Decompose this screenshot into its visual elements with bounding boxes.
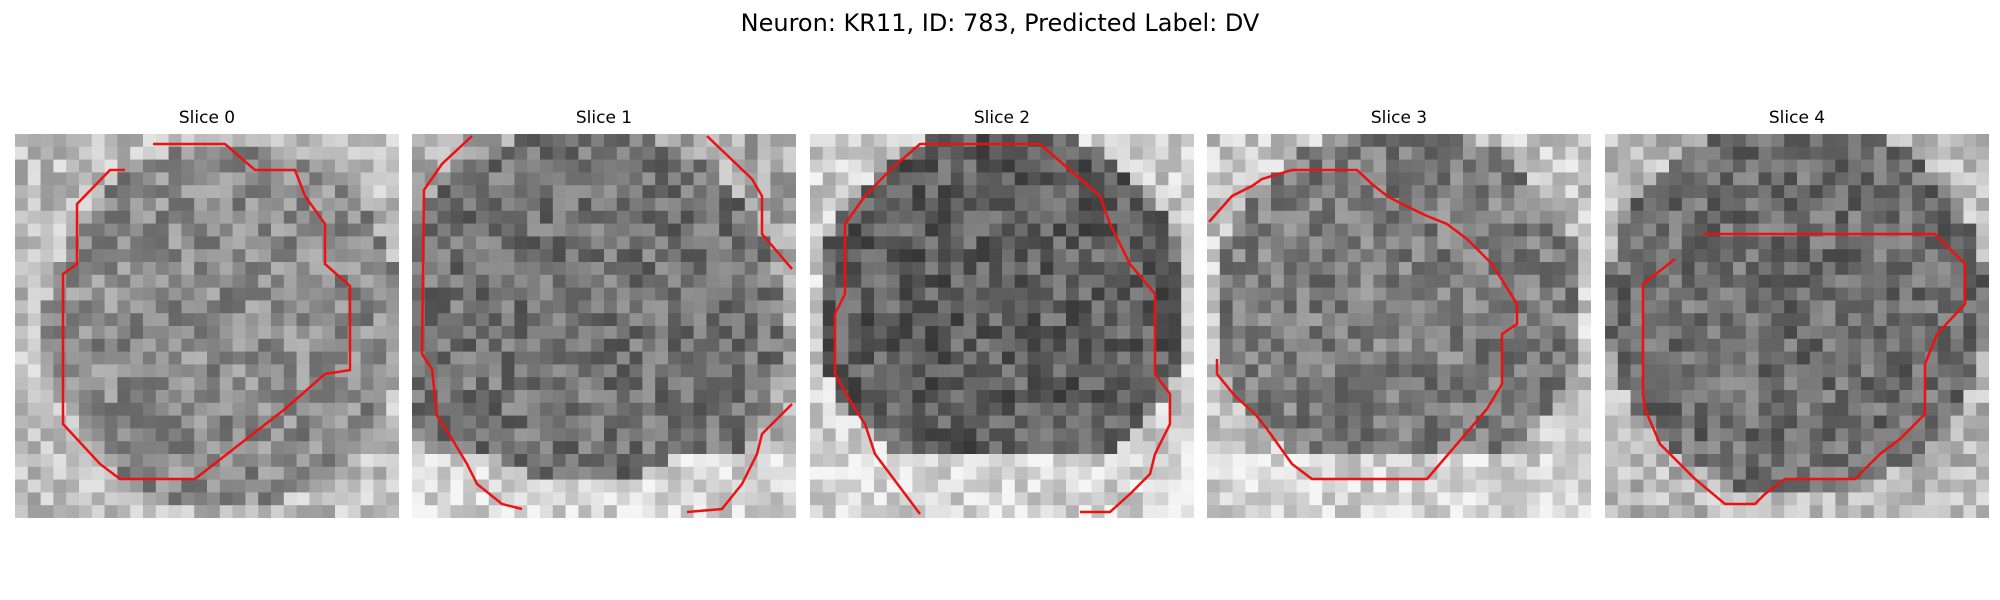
microscopy-image (1207, 134, 1591, 518)
figure-title: Neuron: KR11, ID: 783, Predicted Label: … (740, 9, 1260, 37)
pixel-grid (15, 134, 399, 518)
pixel-grid (412, 134, 796, 518)
microscopy-image (15, 134, 399, 518)
cell-contour (706, 135, 793, 270)
pixel-grid (1605, 134, 1989, 518)
cell-contour (833, 142, 1172, 515)
cell-contour (686, 403, 793, 514)
slice-title: Slice 0 (178, 108, 236, 128)
pixel-grid (810, 134, 1194, 518)
cell-contour (1208, 168, 1519, 481)
cell-contour (420, 135, 523, 511)
microscopy-image (1605, 134, 1989, 518)
pixel-grid (1207, 134, 1591, 518)
microscopy-image (412, 134, 796, 518)
slice-title: Slice 4 (1768, 108, 1826, 128)
cell-contour (1641, 232, 1967, 506)
slice-title: Slice 1 (575, 108, 633, 128)
slice-title: Slice 3 (1370, 108, 1428, 128)
slice-title: Slice 2 (973, 108, 1031, 128)
microscopy-image (810, 134, 1194, 518)
cell-contour (61, 142, 352, 481)
